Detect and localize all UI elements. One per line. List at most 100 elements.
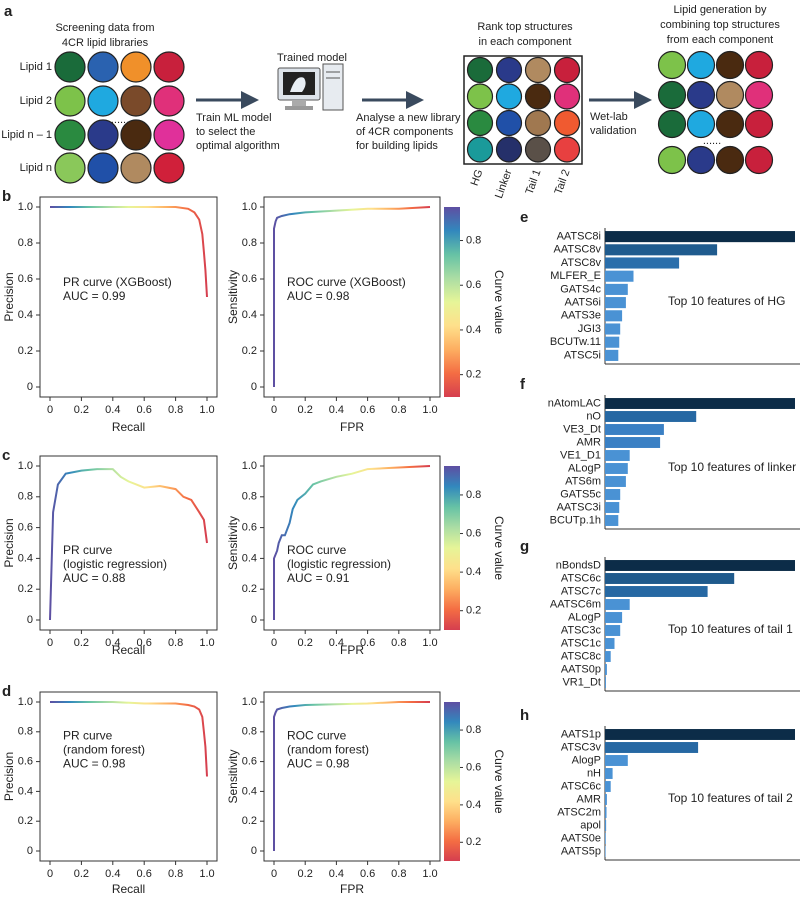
y-axis-label: Sensitivity: [226, 270, 240, 324]
structure-circle: [54, 119, 86, 151]
bar: [605, 755, 628, 766]
category-label: AATS1p: [561, 728, 601, 740]
y-tick-label: 0: [251, 845, 257, 857]
structure-circle: [466, 56, 494, 84]
structure-circle: [686, 50, 716, 80]
annotation: (logistic regression): [287, 557, 391, 571]
structure-circle: [524, 56, 552, 84]
annotation: ROC curve: [287, 728, 347, 742]
structure-circle: [87, 85, 119, 117]
colorbar-tick-label: 0.8: [466, 489, 481, 501]
category-label: AATSC8i: [557, 231, 601, 243]
bar: [605, 807, 607, 818]
x-tick-label: 0.6: [137, 637, 152, 649]
bar: [605, 651, 611, 662]
structure-circle: [54, 51, 86, 83]
category-label: VR1_Dt: [562, 676, 601, 688]
x-tick-label: 0: [47, 637, 53, 649]
generation-title: combining top structures: [660, 19, 780, 31]
structure-circle: [715, 50, 745, 80]
x-tick-label: 1.0: [422, 404, 437, 416]
colorbar-label: Curve value: [492, 749, 506, 813]
category-label: AMR: [577, 436, 602, 448]
bar: [605, 349, 619, 361]
y-tick-label: 0.4: [18, 552, 33, 564]
bar: [605, 664, 607, 675]
step-text: optimal algorithm: [196, 140, 280, 152]
x-tick-label: 0.8: [391, 404, 406, 416]
y-tick-label: 1.0: [242, 696, 257, 708]
structure-circle: [153, 152, 185, 184]
structure-circle: [744, 145, 774, 175]
category-label: GATS4c: [560, 283, 601, 295]
category-label: ATSC7c: [561, 585, 602, 597]
bar: [605, 599, 630, 610]
category-label: nO: [586, 410, 601, 422]
step-text: validation: [590, 125, 636, 137]
y-tick-label: 0.6: [18, 522, 33, 534]
category-label: VE3_Dt: [563, 423, 601, 435]
category-label: MLFER_E: [550, 270, 601, 282]
y-tick-label: 0.2: [18, 345, 33, 357]
structure-circle: [120, 85, 152, 117]
y-tick-label: 1.0: [242, 460, 257, 472]
colorbar-tick-label: 0.4: [466, 566, 481, 578]
x-tick-label: 0: [47, 868, 53, 880]
step-text: for building lipids: [356, 140, 438, 152]
y-tick-label: 0: [27, 614, 33, 626]
y-tick-label: 1.0: [18, 201, 33, 213]
curve: [273, 465, 431, 620]
annotation: ROC curve: [287, 543, 347, 557]
structure-circle: [495, 56, 523, 84]
colorbar-tick-label: 0.2: [466, 836, 481, 848]
panel-label: f: [520, 376, 526, 393]
structure-circle: [466, 109, 494, 137]
structure-circle: [524, 83, 552, 110]
x-tick-label: 0.2: [74, 404, 89, 416]
structure-circle: [744, 109, 774, 139]
category-label: ATSC3c: [561, 624, 602, 636]
x-axis-label: FPR: [340, 643, 364, 657]
bar: [605, 476, 626, 487]
category-label: ATSC2m: [557, 806, 601, 818]
bar: [605, 244, 718, 256]
ellipsis: ......: [111, 114, 129, 126]
category-label: apol: [580, 819, 601, 831]
category-label: AMR: [577, 793, 602, 805]
bar: [605, 270, 634, 282]
bar: [605, 612, 623, 623]
colorbar-tick-label: 0.4: [466, 324, 481, 336]
curve: [50, 701, 208, 777]
category-label: nBondsD: [556, 559, 601, 571]
y-tick-label: 0.6: [242, 522, 257, 534]
bar: [605, 625, 621, 636]
bar: [605, 638, 615, 649]
plot-frame: [263, 691, 441, 862]
x-tick-label: 1.0: [422, 868, 437, 880]
y-tick-label: 0.8: [242, 237, 257, 249]
category-label: AATSC8v: [554, 244, 602, 256]
annotation: PR curve: [63, 728, 113, 742]
structure-circle: [495, 109, 523, 137]
y-tick-label: 0.4: [242, 785, 257, 797]
category-label: nAtomLAC: [548, 397, 601, 409]
structure-circle: [715, 80, 745, 110]
category-label: ALogP: [568, 611, 601, 623]
category-label: AATS5p: [561, 845, 601, 857]
structure-circle: [87, 152, 119, 184]
category-label: ATSC3v: [561, 741, 602, 753]
x-tick-label: 0.4: [329, 637, 344, 649]
category-label: ATSC6c: [561, 780, 602, 792]
x-tick-label: 0.4: [105, 637, 120, 649]
step-text: to select the: [196, 126, 255, 138]
y-tick-label: 0.8: [242, 491, 257, 503]
x-axis-label: Recall: [112, 643, 145, 657]
bar: [605, 768, 613, 779]
lipid-label: Lipid n – 1: [1, 129, 52, 141]
panel-label: h: [520, 707, 529, 724]
colorbar-tick-label: 0.6: [466, 761, 481, 773]
x-tick-label: 0.6: [137, 868, 152, 880]
annotation: Top 10 features of HG: [668, 294, 785, 308]
x-axis-label: FPR: [340, 420, 364, 434]
structure-circle: [715, 145, 745, 175]
